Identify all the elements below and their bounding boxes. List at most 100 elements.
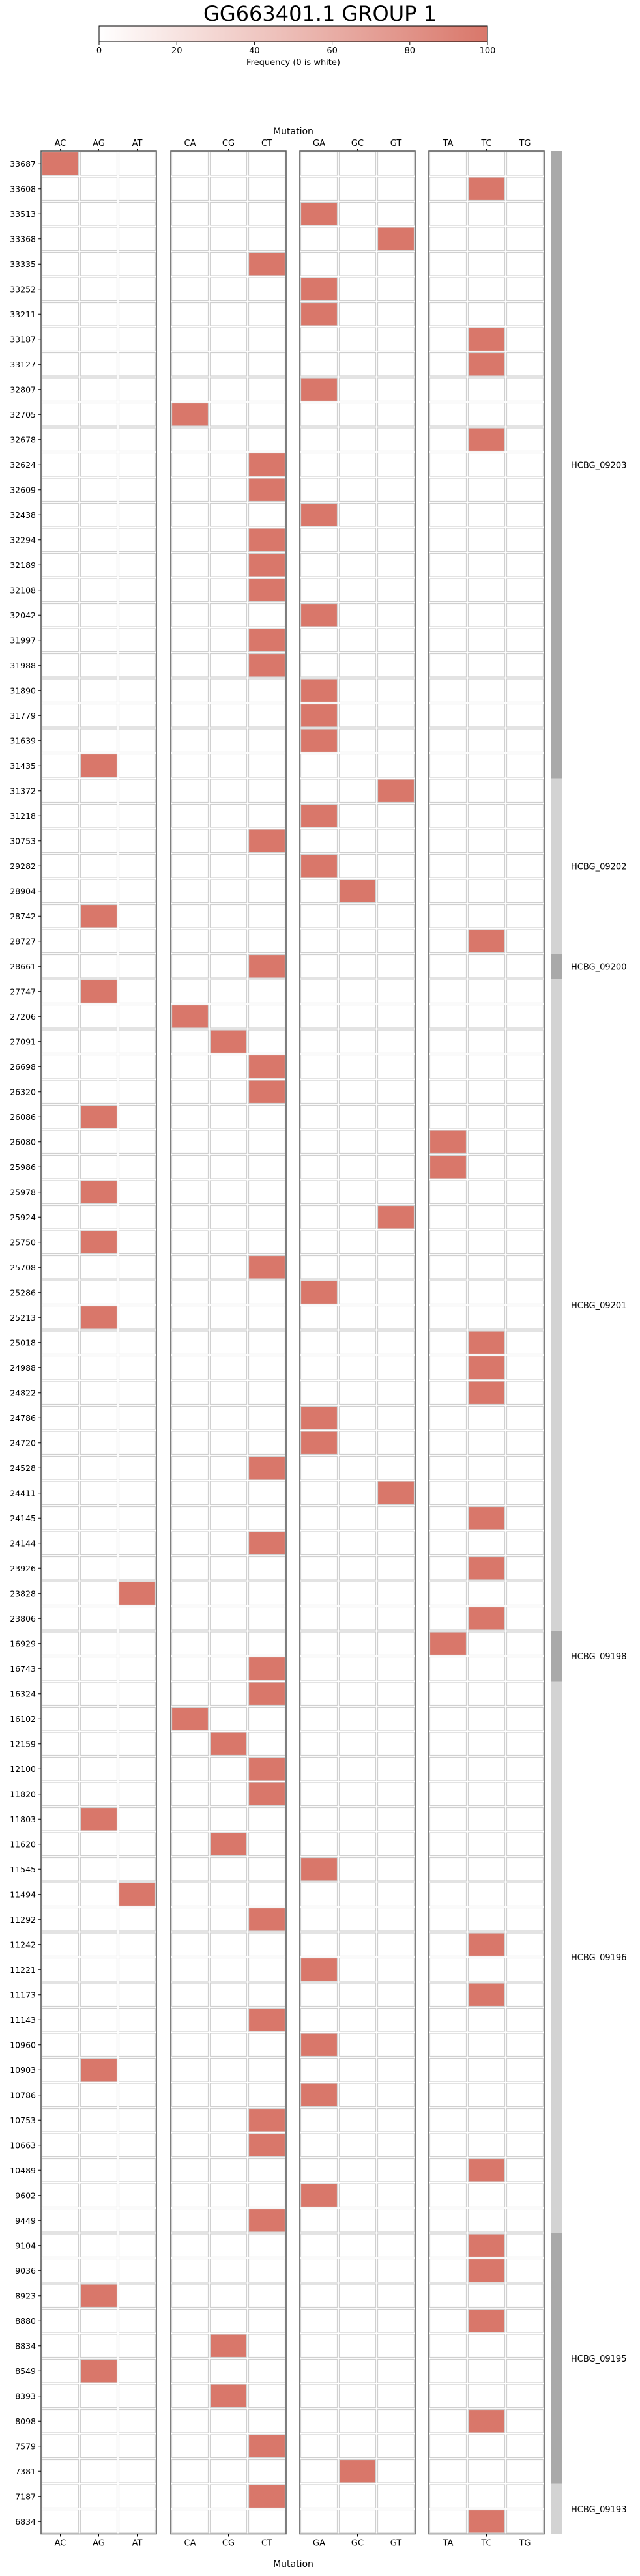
grid-cell xyxy=(171,703,209,728)
grid-cell xyxy=(171,2334,209,2358)
y-tick-label: 9602 xyxy=(15,2190,36,2200)
grid-cell xyxy=(467,2033,506,2057)
grid-cell xyxy=(300,177,338,201)
grid-cell xyxy=(429,2484,467,2509)
data-cell xyxy=(80,1305,118,1330)
grid-cell xyxy=(171,1104,209,1129)
grid-cell xyxy=(248,1154,286,1179)
grid-cell xyxy=(41,2183,80,2208)
grid-cell xyxy=(248,1280,286,1305)
grid-cell xyxy=(209,879,248,904)
grid-cell xyxy=(506,2233,544,2258)
grid-cell xyxy=(41,2484,80,2509)
grid-cell xyxy=(467,904,506,928)
grid-cell xyxy=(41,502,80,527)
grid-cell xyxy=(41,2509,80,2534)
y-tick-label: 11620 xyxy=(10,1839,36,1849)
grid-cell xyxy=(118,302,156,326)
grid-cell xyxy=(506,2434,544,2459)
grid-cell xyxy=(118,2334,156,2358)
grid-cell xyxy=(171,1255,209,1280)
data-cell xyxy=(300,2033,338,2057)
grid-cell xyxy=(467,201,506,226)
grid-cell xyxy=(506,201,544,226)
grid-cell xyxy=(338,1932,377,1957)
grid-cell xyxy=(171,753,209,778)
grid-cell xyxy=(467,2283,506,2308)
grid-cell xyxy=(338,1782,377,1807)
grid-cell xyxy=(118,829,156,853)
grid-cell xyxy=(171,1656,209,1681)
grid-cell xyxy=(118,2459,156,2483)
grid-cell xyxy=(506,2033,544,2057)
grid-cell xyxy=(377,377,415,402)
grid-cell xyxy=(118,2283,156,2308)
y-tick-label: 32438 xyxy=(10,510,36,520)
grid-cell xyxy=(41,352,80,377)
grid-cell xyxy=(506,1004,544,1029)
grid-cell xyxy=(118,1330,156,1355)
grid-cell xyxy=(338,904,377,928)
grid-cell xyxy=(377,1355,415,1380)
grid-cell xyxy=(171,227,209,251)
grid-cell xyxy=(300,1205,338,1229)
grid-cell xyxy=(429,1481,467,1506)
grid-cell xyxy=(506,1054,544,1079)
grid-cell xyxy=(118,603,156,627)
gene-label: HCBG_09198 xyxy=(571,1652,626,1662)
data-cell xyxy=(209,1732,248,1756)
grid-cell xyxy=(338,227,377,251)
grid-cell xyxy=(80,603,118,627)
data-cell xyxy=(467,1606,506,1631)
grid-cell xyxy=(248,1180,286,1205)
y-tick-label: 23806 xyxy=(10,1614,36,1624)
grid-cell xyxy=(41,779,80,803)
grid-cell xyxy=(248,703,286,728)
grid-cell xyxy=(80,502,118,527)
grid-cell xyxy=(467,1154,506,1179)
grid-cell xyxy=(338,1431,377,1455)
grid-cell xyxy=(338,653,377,678)
grid-cell xyxy=(429,177,467,201)
grid-cell xyxy=(248,2334,286,2358)
grid-cell xyxy=(506,1330,544,1355)
grid-cell xyxy=(41,2334,80,2358)
grid-cell xyxy=(300,929,338,954)
grid-cell xyxy=(506,1982,544,2007)
grid-cell xyxy=(248,502,286,527)
data-cell xyxy=(300,502,338,527)
grid-cell xyxy=(377,703,415,728)
grid-cell xyxy=(80,1080,118,1104)
grid-cell xyxy=(506,1907,544,1932)
data-cell xyxy=(248,1080,286,1104)
grid-cell xyxy=(41,1255,80,1280)
grid-cell xyxy=(80,2108,118,2132)
y-tick-label: 32807 xyxy=(10,384,36,394)
grid-cell xyxy=(467,2083,506,2108)
grid-cell xyxy=(41,628,80,653)
grid-cell xyxy=(248,1305,286,1330)
grid-cell xyxy=(248,929,286,954)
grid-cell xyxy=(248,1606,286,1631)
grid-cell xyxy=(248,2358,286,2383)
grid-cell xyxy=(377,979,415,1004)
grid-cell xyxy=(118,2083,156,2108)
grid-cell xyxy=(41,1581,80,1606)
grid-cell xyxy=(300,528,338,552)
y-tick-label: 25213 xyxy=(10,1313,36,1323)
grid-cell xyxy=(338,2183,377,2208)
grid-cell xyxy=(248,1732,286,1756)
grid-cell xyxy=(429,478,467,502)
grid-cell xyxy=(118,1807,156,1831)
grid-cell xyxy=(429,227,467,251)
grid-cell xyxy=(41,1481,80,1506)
grid-cell xyxy=(377,1907,415,1932)
grid-cell xyxy=(338,1656,377,1681)
grid-cell xyxy=(248,302,286,326)
grid-cell xyxy=(506,1606,544,1631)
grid-cell xyxy=(377,1982,415,2007)
grid-cell xyxy=(338,1280,377,1305)
grid-cell xyxy=(506,1080,544,1104)
grid-cell xyxy=(118,1080,156,1104)
grid-cell xyxy=(377,2158,415,2182)
